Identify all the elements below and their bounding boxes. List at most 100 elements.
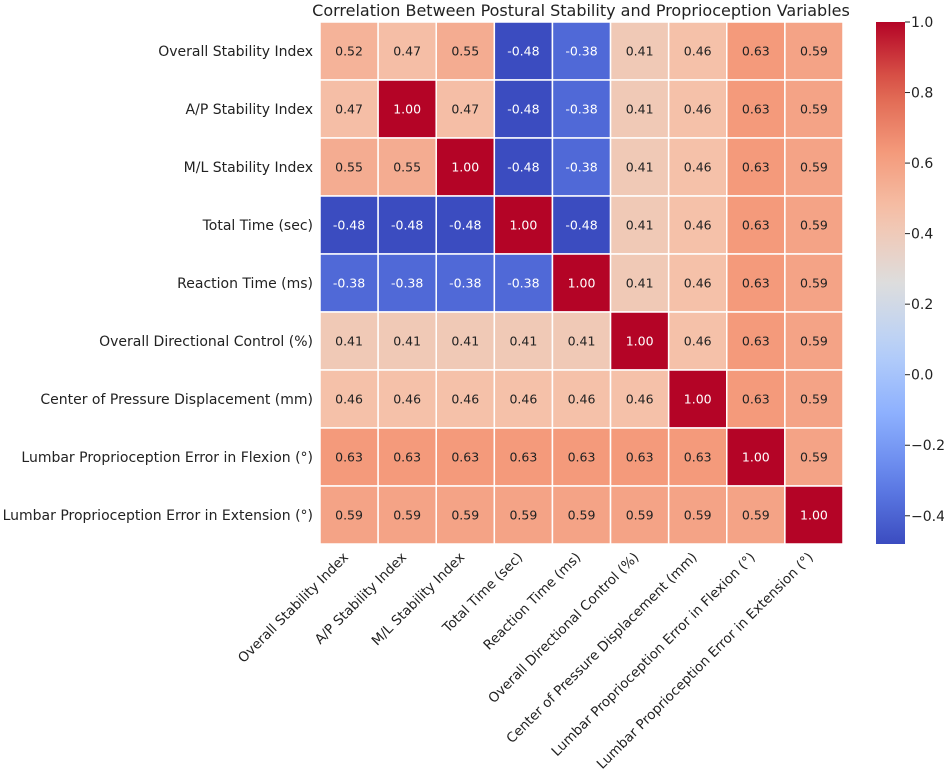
heatmap-cell [784,137,844,197]
heatmap-cell [609,427,670,487]
colorbar-tick-label: 0.6 [911,156,933,172]
heatmap-cell [609,21,670,81]
cell-value-label: -0.48 [507,102,539,117]
cell-value-label: 0.52 [335,44,363,59]
heatmap-cell [784,195,844,255]
heatmap-cell [609,485,670,545]
cell-value-label: 1.00 [509,218,537,233]
cell-value-label: 0.63 [742,392,770,407]
cell-value-label: -0.48 [507,160,539,175]
colorbar [876,22,905,544]
row-label: Total Time (sec) [202,218,313,234]
heatmap-cell [377,369,437,429]
cell-value-label: 0.47 [393,44,421,59]
cell-value-label: 0.59 [451,508,479,523]
cell-value-label: 0.46 [626,392,654,407]
cell-value-label: 0.59 [800,218,828,233]
row-labels: Overall Stability Index A/P Stability Ind… [3,44,313,524]
cell-value-label: 0.59 [800,276,828,291]
heatmap-cell [493,427,554,487]
cell-value-label: -0.48 [507,44,539,59]
column-label: Lumbar Proprioception Error in Flexion (… [549,550,759,760]
cell-value-label: 1.00 [393,102,421,117]
heatmap-cell [551,79,612,139]
cell-value-label: 0.41 [335,334,363,349]
cell-value-label: 0.55 [393,160,421,175]
heatmap-cell [319,79,379,139]
heatmap-cell [551,311,612,371]
cell-value-label: 1.00 [451,160,479,175]
heatmap-cell [784,427,844,487]
cell-value-label: -0.38 [391,276,423,291]
heatmap-cell [551,137,612,197]
heatmap-cell [435,485,496,545]
cell-value-label: 0.59 [335,508,363,523]
cell-value-label: 0.41 [568,334,596,349]
colorbar-tick-label: 0.0 [911,368,933,384]
heatmap-cells [319,21,844,545]
cell-value-label: 0.63 [742,276,770,291]
cell-value-label: 0.59 [800,392,828,407]
cell-value-label: 0.41 [626,44,654,59]
cell-value-label: 0.41 [626,160,654,175]
heatmap-cell [726,21,786,81]
heatmap-annotations: 0.52 0.47 0.55 -0.48 -0.38 0.41 0.46 0.63 0.59 0.… [333,44,828,523]
cell-value-label: 1.00 [626,334,654,349]
heatmap-cell [319,253,379,313]
cell-value-label: 0.59 [509,508,537,523]
cell-value-label: 0.41 [451,334,479,349]
heatmap-cell [493,485,554,545]
cell-value-label: 0.41 [626,218,654,233]
colorbar-tick-label: −0.4 [911,509,944,525]
cell-value-label: 0.55 [451,44,479,59]
heatmap-cell [609,253,670,313]
cell-value-label: -0.38 [565,44,597,59]
colorbar-tick-label: 0.4 [911,227,933,243]
heatmap-cell [319,369,379,429]
cell-value-label: 0.63 [509,450,537,465]
cell-value-label: 0.41 [626,276,654,291]
cell-value-label: 0.63 [335,450,363,465]
heatmap-cell [319,137,379,197]
cell-value-label: 0.63 [742,102,770,117]
heatmap-cell [551,427,612,487]
heatmap-cell [493,137,554,197]
cell-value-label: 0.63 [684,450,712,465]
cell-value-label: 0.63 [568,450,596,465]
cell-value-label: -0.38 [333,276,365,291]
column-label: Reaction Time (ms) [480,550,584,654]
heatmap-cell [726,311,786,371]
cell-value-label: 0.46 [684,334,712,349]
cell-value-label: 0.46 [684,160,712,175]
heatmap-cell [435,137,496,197]
heatmap-cell [784,311,844,371]
column-label: Overall Stability Index [235,550,352,667]
cell-value-label: 0.46 [335,392,363,407]
row-label: Lumbar Proprioception Error in Extension… [3,508,313,524]
cell-value-label: 0.55 [335,160,363,175]
cell-value-label: -0.48 [391,218,423,233]
cell-value-label: 0.63 [742,334,770,349]
cell-value-label: 0.59 [393,508,421,523]
heatmap-cell [551,369,612,429]
cell-value-label: 0.63 [451,450,479,465]
cell-value-label: 0.63 [626,450,654,465]
cell-value-label: 0.46 [451,392,479,407]
cell-value-label: 0.47 [335,102,363,117]
cell-value-label: 0.46 [568,392,596,407]
cell-value-label: 0.46 [393,392,421,407]
row-label: A/P Stability Index [186,102,313,118]
row-label: M/L Stability Index [184,160,313,176]
cell-value-label: -0.38 [565,102,597,117]
cell-value-label: -0.38 [565,160,597,175]
cell-value-label: -0.38 [449,276,481,291]
cell-value-label: 1.00 [800,508,828,523]
column-label: Lumbar Proprioception Error in Extension… [594,550,817,773]
cell-value-label: 0.59 [626,508,654,523]
chart-title: Correlation Between Postural Stability a… [312,1,850,20]
heatmap-cell [377,21,437,81]
cell-value-label: 1.00 [568,276,596,291]
cell-value-label: 0.59 [800,450,828,465]
heatmap-cell [319,427,379,487]
